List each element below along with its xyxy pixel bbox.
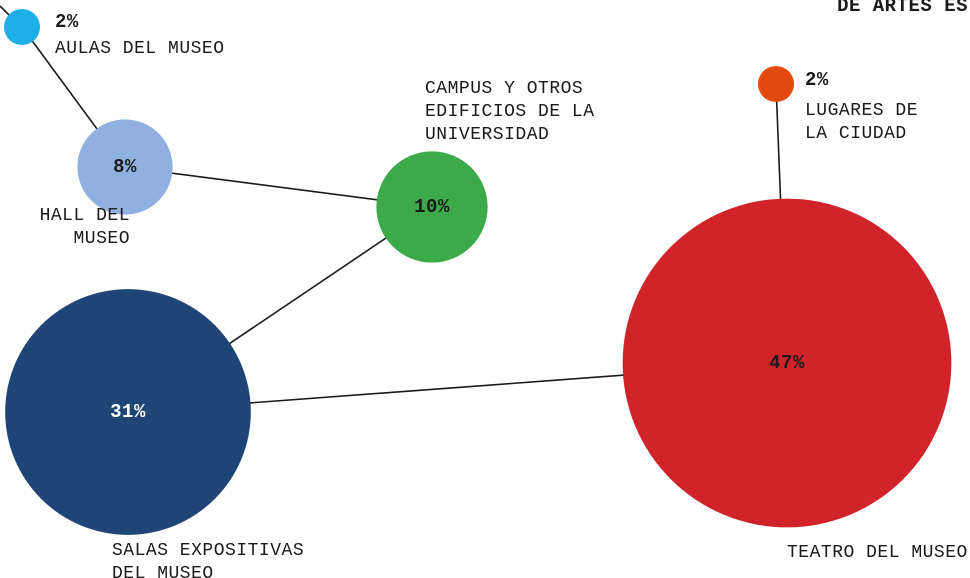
percent-label: 47% [769,352,805,374]
node-label: DEL MUSEO [112,564,214,578]
node-label: LA CIUDAD [805,124,907,144]
node-label: EDIFICIOS DE LA [425,102,595,122]
header: DE ARTES ES [837,0,968,17]
percent-label: 2% [805,69,829,91]
node-label: SALAS EXPOSITIVAS [112,541,304,561]
node-label: HALL DEL [40,206,130,226]
percent-label: 8% [113,156,137,178]
percent-label: 2% [55,11,79,33]
node-label: LUGARES DE [805,101,918,121]
node-label: CAMPUS Y OTROS [425,79,583,99]
node-label: TEATRO DEL MUSEO [787,543,968,563]
node-label: AULAS DEL MUSEO [55,39,225,59]
bubble [3,8,41,46]
percent-label: 31% [110,401,146,423]
bubble [757,65,795,103]
percent-label: 10% [414,196,450,218]
bubble [376,151,488,263]
node-label: UNIVERSIDAD [425,125,549,145]
node-label: MUSEO [73,229,130,249]
bubble [77,119,173,215]
bubble [622,198,952,528]
bubble [5,289,251,535]
